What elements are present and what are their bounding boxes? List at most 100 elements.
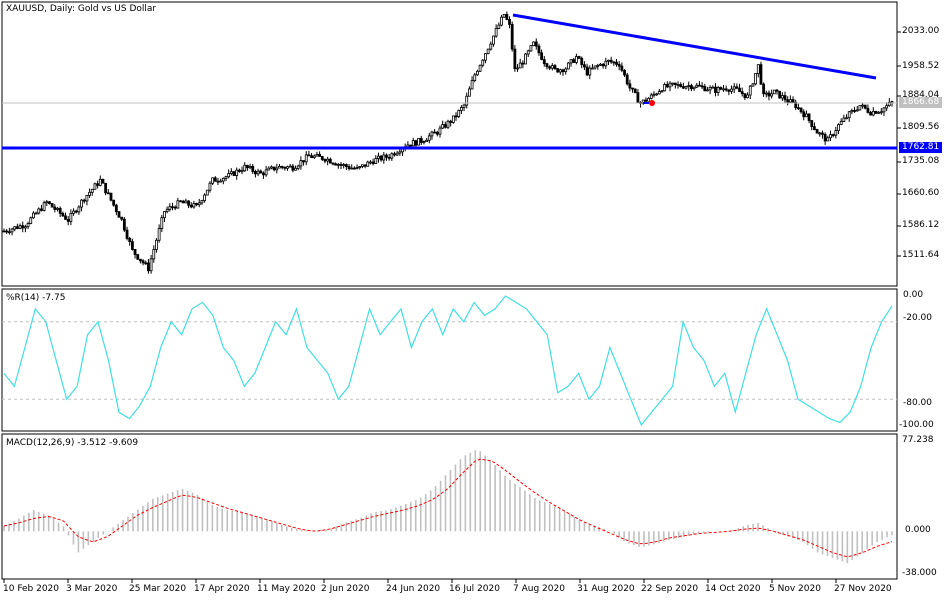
candle-body (644, 99, 648, 102)
candle-body (414, 140, 418, 146)
candle-body (163, 211, 166, 219)
candle-body (473, 74, 477, 81)
candle-body (310, 155, 313, 159)
candle-body (839, 121, 843, 125)
candle-body (545, 63, 549, 68)
candle-body (318, 154, 322, 157)
candle-body (208, 182, 212, 191)
candle-body (168, 206, 172, 210)
candle-body (88, 191, 91, 196)
candle-body (542, 59, 546, 65)
candle-body (361, 164, 364, 167)
candle-body (476, 70, 479, 76)
candle-body (56, 207, 59, 210)
candle-body (395, 152, 399, 156)
candle-body (334, 163, 338, 166)
candle-body (82, 199, 86, 202)
candle-body (243, 164, 247, 172)
candle-body (529, 45, 533, 52)
candle-body (813, 126, 816, 131)
candle-body (821, 132, 824, 135)
candle-body (462, 104, 466, 108)
candle-body (604, 60, 608, 67)
candle-body (422, 141, 426, 143)
candle-body (652, 93, 656, 96)
candle-body (494, 28, 498, 37)
candle-body (425, 139, 429, 142)
candle-body (23, 226, 27, 229)
candle-body (229, 171, 233, 174)
candle-body (465, 95, 469, 106)
price-pane[interactable] (1, 1, 898, 287)
candle-body (572, 59, 576, 63)
candle-body (120, 216, 124, 220)
candle-body (21, 225, 25, 229)
candle-body (179, 200, 182, 203)
candle-body (887, 101, 891, 107)
candle-body (788, 99, 792, 103)
candle-body (189, 204, 193, 208)
time-label: 27 Nov 2020 (834, 584, 892, 594)
candle-body (350, 167, 354, 170)
candle-body (481, 59, 485, 66)
candle-body (358, 166, 362, 168)
candle-body (406, 144, 410, 148)
candle-body (270, 166, 273, 169)
candle-body (264, 169, 268, 176)
candle-body (540, 52, 544, 60)
candle-body (732, 86, 736, 90)
candle-body (149, 258, 153, 272)
candle-body (564, 68, 568, 73)
candle-body (441, 124, 445, 129)
macd-tick: 77.238 (902, 435, 934, 445)
candle-body (794, 101, 798, 109)
candle-body (451, 115, 455, 123)
candle-body (427, 135, 431, 141)
candle-body (548, 66, 552, 69)
candle-body (772, 89, 776, 95)
candle-body (144, 262, 148, 265)
candle-body (657, 91, 661, 95)
candle-body (615, 61, 618, 65)
candle-body (842, 117, 846, 122)
candle-body (74, 210, 78, 213)
candle-body (112, 199, 116, 206)
candle-body (366, 161, 370, 167)
macd-pane[interactable] (1, 433, 898, 580)
candle-body (599, 63, 602, 66)
candle-body (810, 120, 814, 128)
candle-body (486, 48, 490, 55)
current-price-label: 1866.68 (899, 97, 943, 108)
candle-body (484, 53, 487, 61)
candle-body (128, 237, 132, 242)
candle-body (26, 223, 30, 228)
candle-body (288, 165, 292, 168)
candle-body (633, 88, 637, 94)
candle-body (13, 226, 17, 230)
candle-body (307, 154, 311, 157)
candle-body (457, 110, 461, 117)
wpr-pane[interactable] (1, 288, 898, 432)
downtrend-line[interactable] (512, 13, 877, 80)
candle-body (815, 129, 819, 134)
candle-body (267, 167, 271, 171)
candle-body (363, 164, 367, 167)
candle-body (703, 86, 707, 92)
candle-body (553, 65, 557, 70)
candle-body (80, 199, 83, 208)
candle-body (593, 65, 597, 69)
candle-body (847, 111, 851, 119)
candle-body (18, 225, 22, 229)
candle-body (152, 249, 156, 260)
candle-body (706, 89, 709, 92)
candle-body (291, 165, 295, 171)
candle-body (398, 151, 402, 154)
candle-body (676, 84, 680, 86)
candle-body (147, 262, 150, 272)
candle-body (524, 53, 527, 65)
candle-body (50, 203, 54, 208)
candle-body (521, 62, 525, 65)
candle-body (213, 177, 217, 182)
